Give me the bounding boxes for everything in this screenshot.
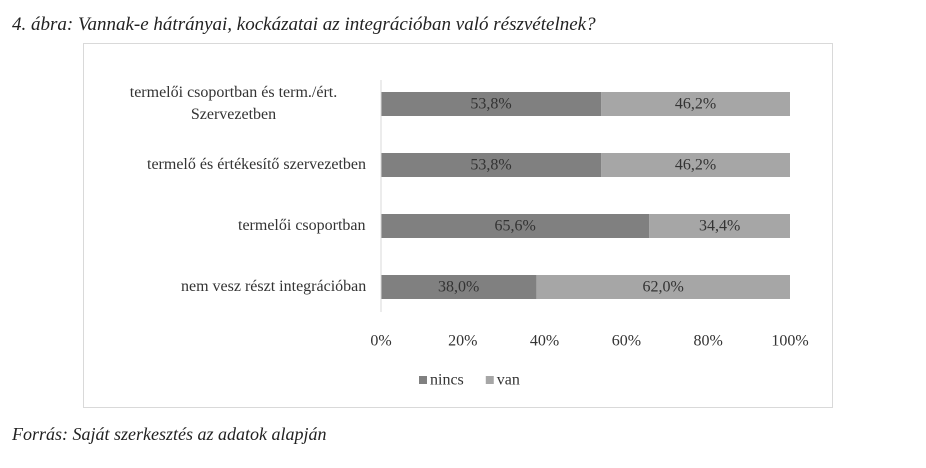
legend-label: van (497, 372, 520, 389)
legend-swatch (485, 376, 494, 384)
y-tick-label: termelő és értékesítő szervezetben (147, 156, 366, 173)
x-tick-label: 60% (612, 333, 641, 350)
x-tick-label: 80% (694, 333, 723, 350)
bar (649, 214, 790, 238)
chart-frame (83, 43, 833, 408)
value-label: 53,8% (470, 96, 511, 113)
bar (381, 275, 537, 299)
legend-swatch (419, 376, 427, 384)
x-tick-label: 40% (530, 333, 559, 350)
x-tick-label: 100% (771, 333, 808, 350)
source-note: Forrás: Saját szerkesztés az adatok alap… (12, 424, 327, 444)
value-label: 46,2% (675, 96, 716, 113)
value-label: 38,0% (438, 279, 479, 296)
y-tick-label: termelői csoportban (238, 217, 366, 234)
value-label: 34,4% (699, 218, 740, 235)
bar (536, 275, 790, 299)
chart-title: 4. ábra: Vannak-e hátrányai, kockázatai … (12, 14, 596, 35)
y-tick-label: nem vesz részt integrációban (181, 278, 367, 295)
legend-label: nincs (430, 372, 464, 389)
bar (381, 214, 650, 238)
x-tick-label: 20% (448, 333, 477, 350)
value-label: 53,8% (470, 157, 511, 174)
bar (601, 153, 790, 177)
x-tick-label: 0% (370, 333, 391, 350)
bar (601, 92, 790, 116)
bar (381, 153, 602, 177)
y-tick-label: termelői csoportban és term./ért. Szerve… (129, 84, 338, 123)
bar (381, 92, 602, 116)
value-label: 62,0% (643, 279, 684, 296)
value-label: 46,2% (675, 157, 716, 174)
value-label: 65,6% (494, 218, 535, 235)
